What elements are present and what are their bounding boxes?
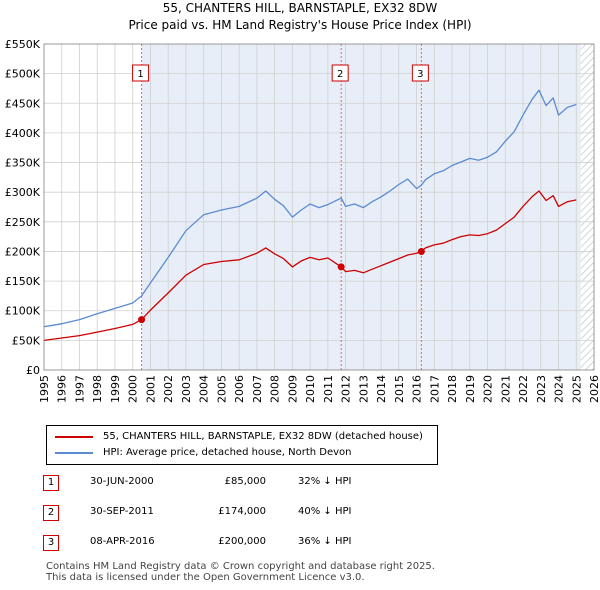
x-tick-label: 2004 <box>198 375 211 403</box>
x-tick-label: 2001 <box>144 375 157 403</box>
sale-label-number: 1 <box>137 69 143 80</box>
property-price-line <box>43 190 577 342</box>
y-tick-label: £350K <box>5 157 41 170</box>
x-tick-label: 2010 <box>304 375 317 403</box>
sale-number-badge: 3 <box>43 535 59 551</box>
x-tick-label: 2006 <box>233 375 246 403</box>
x-tick-label: 2011 <box>322 375 335 403</box>
y-tick-label: £0 <box>26 364 40 377</box>
x-tick-label: 2020 <box>482 375 495 403</box>
y-tick-label: £150K <box>5 275 41 288</box>
x-tick-label: 2005 <box>215 375 228 403</box>
sale-row: 2 30-SEP-2011 £174,000 40% ↓ HPI <box>40 502 560 532</box>
sale-label-box <box>411 64 429 82</box>
sale-label-box <box>331 64 349 82</box>
sale-hpi-diff: 36% ↓ HPI <box>298 536 352 547</box>
x-tick-label: 2008 <box>269 375 282 403</box>
sale-number-badge: 2 <box>43 505 59 521</box>
sale-point <box>138 316 146 324</box>
y-tick-label: £400K <box>5 127 41 140</box>
sale-point <box>337 263 345 271</box>
footer-line-1: Contains HM Land Registry data © Crown c… <box>46 561 435 572</box>
x-tick-label: 2021 <box>499 375 512 403</box>
x-tick-label: 2017 <box>428 375 441 403</box>
legend-label-hpi: HPI: Average price, detached house, Nort… <box>103 447 352 458</box>
x-tick-label: 2019 <box>464 375 477 403</box>
sale-label-number: 3 <box>417 69 423 80</box>
x-tick-label: 2007 <box>251 375 264 403</box>
y-tick-label: £50K <box>12 334 41 347</box>
y-tick-label: £250K <box>5 216 41 229</box>
x-tick-label: 2002 <box>162 375 175 403</box>
hpi-line <box>43 89 577 328</box>
x-tick-label: 2016 <box>411 375 424 403</box>
sale-number-badge: 1 <box>43 475 59 491</box>
sale-row: 1 30-JUN-2000 £85,000 32% ↓ HPI <box>40 472 560 502</box>
x-tick-label: 2022 <box>517 375 530 403</box>
x-tick-label: 2012 <box>340 375 353 403</box>
footer-attribution: Contains HM Land Registry data © Crown c… <box>46 561 435 583</box>
x-tick-label: 2013 <box>357 375 370 403</box>
sale-hpi-diff: 40% ↓ HPI <box>298 506 352 517</box>
y-tick-label: £450K <box>5 97 41 110</box>
x-tick-label: 2015 <box>393 375 406 403</box>
x-tick-label: 2024 <box>553 375 566 403</box>
y-tick-label: £100K <box>5 305 41 318</box>
sale-price: £174,000 <box>218 506 266 517</box>
chart-subtitle: Price paid vs. HM Land Registry's House … <box>128 18 471 32</box>
y-tick-label: £200K <box>5 245 41 258</box>
sale-date: 30-JUN-2000 <box>90 476 154 487</box>
plot-frame <box>43 43 595 371</box>
sale-date: 30-SEP-2011 <box>90 506 154 517</box>
price-chart: 55, CHANTERS HILL, BARNSTAPLE, EX32 8DW … <box>5 1 600 403</box>
x-tick-label: 1995 <box>38 375 51 403</box>
x-tick-label: 2000 <box>127 375 140 403</box>
x-tick-label: 2018 <box>446 375 459 403</box>
sale-price: £200,000 <box>218 536 266 547</box>
sale-hpi-diff: 32% ↓ HPI <box>298 476 352 487</box>
x-tick-label: 2009 <box>286 375 299 403</box>
x-tick-label: 2014 <box>375 375 388 403</box>
legend: 55, CHANTERS HILL, BARNSTAPLE, EX32 8DW … <box>46 425 438 465</box>
y-tick-label: £550K <box>5 38 41 51</box>
chart-title: 55, CHANTERS HILL, BARNSTAPLE, EX32 8DW <box>163 1 438 15</box>
sale-point <box>417 247 425 255</box>
y-tick-label: £300K <box>5 186 41 199</box>
x-tick-label: 2025 <box>570 375 583 403</box>
sale-label-number: 2 <box>337 69 343 80</box>
forecast-hatch <box>580 44 594 370</box>
sale-row: 3 08-APR-2016 £200,000 36% ↓ HPI <box>40 532 560 562</box>
sales-table: 1 30-JUN-2000 £85,000 32% ↓ HPI 2 30-SEP… <box>40 472 560 562</box>
legend-label-property: 55, CHANTERS HILL, BARNSTAPLE, EX32 8DW … <box>103 431 423 442</box>
y-tick-label: £500K <box>5 68 41 81</box>
plot-area: 1 2 3 £0 £50K £100K £150K £200K £250K £300K £350K £… <box>5 38 600 403</box>
sale-price: £85,000 <box>224 476 266 487</box>
x-tick-label: 2023 <box>535 375 548 403</box>
x-tick-label: 1998 <box>91 375 104 403</box>
x-tick-label: 1997 <box>73 375 86 403</box>
sale-label-box <box>132 64 150 82</box>
x-tick-label: 2026 <box>588 375 600 403</box>
x-tick-label: 2003 <box>180 375 193 403</box>
x-tick-label: 1999 <box>109 375 122 403</box>
legend-swatch-hpi <box>55 452 93 454</box>
sale-date: 08-APR-2016 <box>90 536 155 547</box>
legend-swatch-property <box>55 436 93 438</box>
footer-line-2: This data is licensed under the Open Gov… <box>46 572 365 583</box>
x-tick-label: 1996 <box>56 375 69 403</box>
